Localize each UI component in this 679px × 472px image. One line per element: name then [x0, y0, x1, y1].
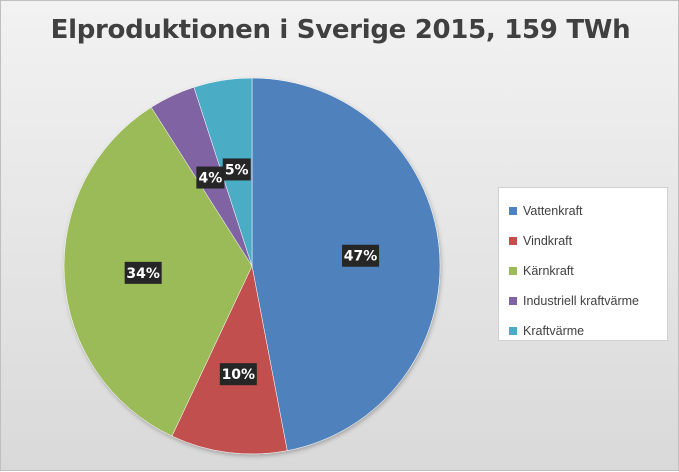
- legend: Vattenkraft Vindkraft Kärnkraft Industri…: [498, 187, 668, 341]
- legend-item-kraftvarme: Kraftvärme: [509, 316, 667, 346]
- legend-label-kraftvarme: Kraftvärme: [523, 324, 585, 338]
- legend-item-industriell-kraftvarme: Industriell kraftvärme: [509, 286, 667, 316]
- pie-slices: [63, 77, 441, 455]
- pie-slice-vindkraft: [171, 265, 288, 455]
- legend-label-industriell-kraftvarme: Industriell kraftvärme: [523, 294, 640, 308]
- legend-item-vindkraft: Vindkraft: [509, 226, 667, 256]
- legend-item-vattenkraft: Vattenkraft: [509, 196, 667, 226]
- data-label-box-kraftvarme: [222, 158, 251, 181]
- data-label-vattenkraft: 47%: [344, 249, 378, 265]
- data-label-kraftvarme: 5%: [225, 162, 249, 178]
- data-label-box-vindkraft: [219, 363, 257, 386]
- legend-label-karnkraft: Kärnkraft: [523, 264, 574, 278]
- legend-swatch-industriell-kraftvarme: [509, 297, 517, 305]
- data-label-industriell-kraftvarme: 4%: [198, 171, 222, 187]
- data-label-vindkraft: 10%: [222, 367, 256, 383]
- legend-swatch-vattenkraft: [509, 207, 517, 215]
- legend-label-vindkraft: Vindkraft: [523, 234, 573, 248]
- data-label-box-vattenkraft: [342, 244, 380, 267]
- legend-swatch-vindkraft: [509, 237, 517, 245]
- legend-item-karnkraft: Kärnkraft: [509, 256, 667, 286]
- data-labels: 47% 10% 34% 4%5%: [124, 158, 380, 386]
- chart-title: Elproduktionen i Sverige 2015, 159 TWh: [50, 15, 631, 45]
- data-label-karnkraft: 34%: [126, 266, 160, 282]
- data-label-box-karnkraft: [124, 261, 162, 284]
- legend-swatch-kraftvarme: [509, 327, 517, 335]
- legend-label-vattenkraft: Vattenkraft: [523, 204, 583, 218]
- data-label-box-industriell-kraftvarme: [196, 166, 225, 189]
- legend-swatch-karnkraft: [509, 267, 517, 275]
